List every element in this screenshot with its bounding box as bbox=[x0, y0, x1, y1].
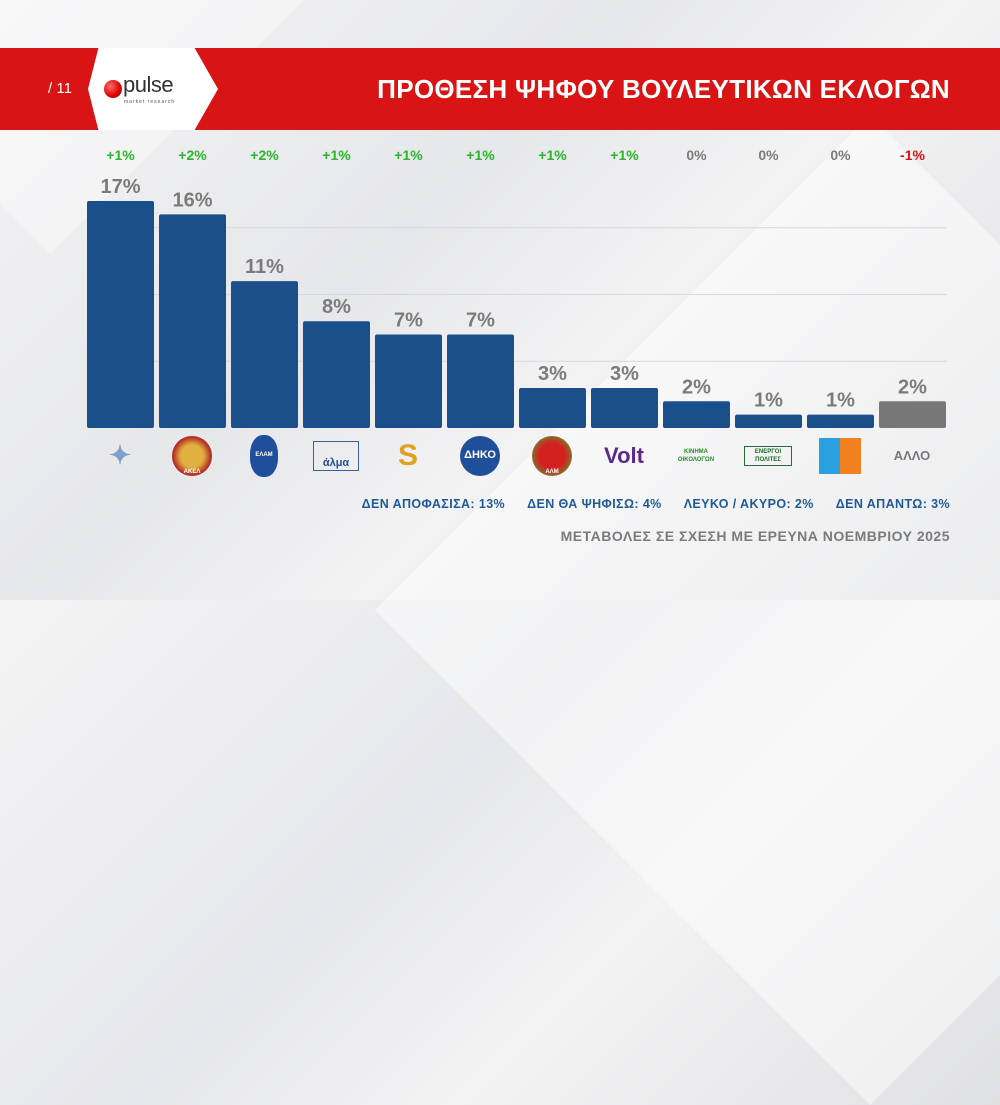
party-logo: Volt bbox=[591, 434, 657, 478]
stat-undecided: ΔΕΝ ΑΠΟΦΑΣΙΣΑ: 13% bbox=[361, 497, 506, 511]
stat-wont-vote: ΔΕΝ ΘΑ ΨΗΦΙΣΩ: 4% bbox=[527, 497, 662, 511]
value-label: 1% bbox=[754, 390, 783, 412]
change-label: -1% bbox=[900, 147, 925, 163]
bar bbox=[87, 201, 154, 428]
party-logo-icon: ΔΗΚΟ bbox=[460, 436, 500, 476]
party-logo: ΑΛΜ bbox=[519, 434, 585, 478]
bar bbox=[591, 387, 658, 428]
value-label: 17% bbox=[100, 176, 140, 198]
party-logo-icon: S bbox=[397, 439, 418, 472]
change-label: +1% bbox=[106, 147, 135, 163]
bar bbox=[663, 401, 730, 428]
change-label: +2% bbox=[178, 147, 207, 163]
party-logo: ✦ bbox=[87, 434, 153, 478]
bar bbox=[519, 387, 586, 428]
party-logo: ΑΛΛΟ bbox=[879, 434, 945, 478]
change-label: +1% bbox=[610, 147, 639, 163]
party-logo-icon: άλμα bbox=[313, 441, 359, 471]
bar bbox=[879, 401, 946, 428]
party-logo-icon: ✦ bbox=[109, 440, 131, 471]
bar bbox=[375, 334, 442, 428]
party-logo: S bbox=[375, 434, 441, 478]
bar-chart: 17% +1% 16% +2% 11% +2% 8% +1% 7% +1% 7% +1% 3% +1% 3%… bbox=[87, 147, 947, 428]
bar bbox=[231, 281, 298, 428]
change-label: +2% bbox=[250, 147, 279, 163]
party-logo: ΕΛΑΜ bbox=[231, 434, 297, 478]
change-label: +1% bbox=[394, 147, 423, 163]
bar bbox=[447, 334, 514, 428]
party-logo bbox=[807, 434, 873, 478]
value-label: 2% bbox=[898, 376, 927, 398]
party-logo: ΑΚΕΛ bbox=[159, 434, 225, 478]
change-label: +1% bbox=[538, 147, 567, 163]
value-label: 7% bbox=[466, 310, 495, 332]
other-responses: ΔΕΝ ΑΠΟΦΑΣΙΣΑ: 13% ΔΕΝ ΘΑ ΨΗΦΙΣΩ: 4% ΛΕΥΚΟ… bbox=[340, 497, 950, 512]
party-logo: άλμα bbox=[303, 434, 369, 478]
value-label: 8% bbox=[322, 296, 351, 318]
party-logo-icon: ΑΛΛΟ bbox=[893, 448, 931, 464]
party-logo: ΕΝΕΡΓΟΙ ΠΟΛΙΤΕΣ bbox=[735, 434, 801, 478]
value-label: 2% bbox=[682, 376, 711, 398]
bar bbox=[735, 414, 802, 428]
party-logo-icon: ΚΙΝΗΜΑ ΟΙΚΟΛΟΓΩΝ bbox=[677, 449, 715, 463]
value-label: 11% bbox=[245, 256, 284, 278]
bar bbox=[159, 214, 226, 428]
brand-subtitle: market research bbox=[124, 99, 176, 105]
pulse-logo-icon bbox=[104, 80, 122, 98]
bar bbox=[807, 414, 874, 428]
party-logo-icon bbox=[819, 438, 861, 474]
value-label: 7% bbox=[394, 310, 423, 332]
value-label: 3% bbox=[610, 363, 639, 385]
party-logo-icon: ΕΛΑΜ bbox=[250, 435, 278, 477]
party-logo-icon: ΑΚΕΛ bbox=[172, 436, 212, 476]
party-logo-icon: ΕΝΕΡΓΟΙ ΠΟΛΙΤΕΣ bbox=[744, 446, 792, 466]
value-label: 16% bbox=[172, 189, 212, 211]
change-label: +1% bbox=[466, 147, 495, 163]
comparison-note: ΜΕΤΑΒΟΛΕΣ ΣΕ ΣΧΕΣΗ ΜΕ ΕΡΕΥΝΑ ΝΟΕΜΒΡΙΟΥ 2… bbox=[560, 528, 950, 544]
page-title: ΠΡΟΘΕΣΗ ΨΗΦΟΥ ΒΟΥΛΕΥΤΙΚΩΝ ΕΚΛΟΓΩΝ bbox=[377, 74, 950, 104]
party-logo-icon: Volt bbox=[604, 442, 644, 468]
change-label: 0% bbox=[686, 147, 707, 163]
stat-no-answer: ΔΕΝ ΑΠΑΝΤΩ: 3% bbox=[835, 497, 950, 511]
change-label: 0% bbox=[830, 147, 851, 163]
brand-name: pulse bbox=[123, 72, 174, 97]
party-logo: ΚΙΝΗΜΑ ΟΙΚΟΛΟΓΩΝ bbox=[663, 434, 729, 478]
party-logo-icon: ΑΛΜ bbox=[532, 436, 572, 476]
page-number: / 11 bbox=[48, 80, 72, 97]
value-label: 3% bbox=[538, 363, 567, 385]
value-label: 1% bbox=[826, 390, 855, 412]
bar bbox=[303, 321, 370, 428]
party-logo: ΔΗΚΟ bbox=[447, 434, 513, 478]
change-label: 0% bbox=[758, 147, 779, 163]
stat-blank: ΛΕΥΚΟ / ΑΚΥΡΟ: 2% bbox=[683, 497, 814, 511]
change-label: +1% bbox=[322, 147, 351, 163]
